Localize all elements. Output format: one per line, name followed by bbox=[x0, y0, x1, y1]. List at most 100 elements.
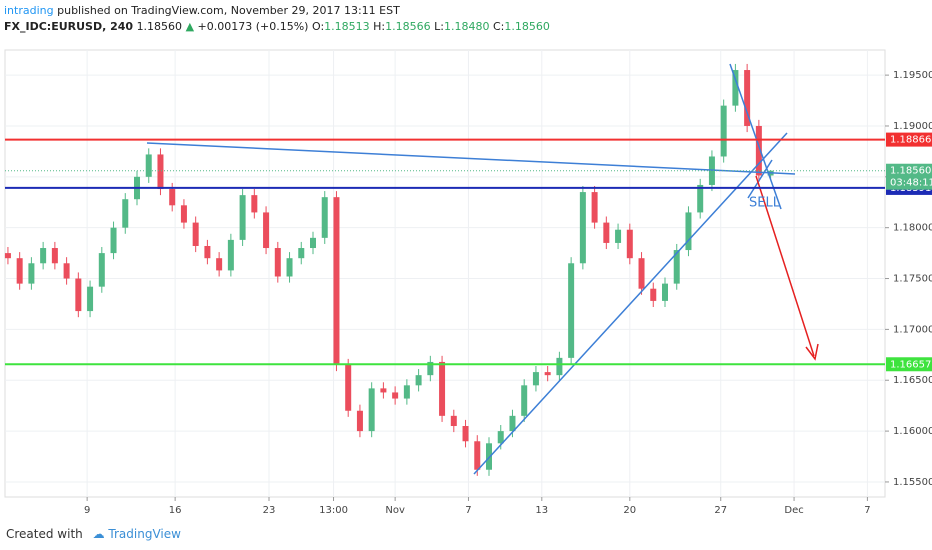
y-tick-label: 1.19500 bbox=[893, 70, 932, 81]
candle-body bbox=[321, 197, 328, 238]
footer: Created with ☁ TradingView bbox=[6, 527, 181, 541]
candle-body bbox=[180, 205, 187, 223]
ohlc-label: O: bbox=[311, 20, 325, 33]
x-tick-label: 27 bbox=[714, 505, 727, 516]
candle-body bbox=[615, 229, 622, 243]
chart: SELL 1.15500 1.16000 1.16500 1.17000 1.17500… bbox=[4, 49, 932, 516]
candle-body bbox=[427, 361, 434, 376]
candle-body bbox=[603, 222, 610, 243]
price-label-bg bbox=[886, 163, 932, 190]
candle-body bbox=[51, 248, 58, 264]
candle-body bbox=[204, 245, 211, 259]
price-label: 1.16657 bbox=[890, 359, 931, 370]
candle-body bbox=[345, 364, 352, 411]
candle-body bbox=[333, 197, 340, 365]
candle-body bbox=[380, 388, 387, 393]
candle-body bbox=[122, 199, 129, 228]
candle-body bbox=[286, 258, 293, 277]
candle-body bbox=[28, 263, 35, 284]
arrow-head bbox=[805, 343, 819, 361]
published: published on TradingView.com, November 2… bbox=[57, 4, 400, 17]
candle-body bbox=[87, 286, 94, 312]
x-tick-label: Dec bbox=[784, 505, 803, 516]
candle-body bbox=[638, 258, 645, 289]
candle-body bbox=[755, 125, 762, 176]
candle-body bbox=[497, 431, 504, 444]
candle-body bbox=[263, 212, 270, 249]
y-tick-label: 1.16000 bbox=[893, 426, 932, 437]
candle-body bbox=[251, 195, 258, 213]
candle-body bbox=[192, 222, 199, 246]
ohlc: 1.18560 bbox=[504, 20, 550, 33]
candle-body bbox=[415, 375, 422, 386]
candle-body bbox=[16, 258, 23, 284]
candle-body bbox=[532, 372, 539, 386]
candle-body bbox=[579, 192, 586, 264]
symbol: FX_IDC:EURUSD, 240 bbox=[4, 20, 134, 33]
axes: 1.15500 1.16000 1.16500 1.17000 1.17500 1.180… bbox=[5, 70, 932, 516]
candle-body bbox=[744, 70, 751, 126]
candle-body bbox=[157, 154, 164, 190]
candle-body bbox=[298, 248, 305, 259]
x-tick-label: 13:00 bbox=[319, 505, 348, 516]
y-tick-label: 1.15500 bbox=[893, 477, 932, 488]
price-label-bg bbox=[886, 357, 932, 372]
candle-body bbox=[685, 212, 692, 251]
candle-body bbox=[98, 253, 105, 287]
header: intrading published on TradingView.com, … bbox=[4, 3, 550, 35]
candle-body bbox=[650, 288, 657, 301]
candle-body bbox=[462, 426, 469, 442]
candle-body bbox=[63, 263, 70, 279]
x-tick-label: 23 bbox=[263, 505, 276, 516]
x-tick-label: 7 bbox=[465, 505, 471, 516]
ohlc: 1.18566 bbox=[385, 20, 431, 33]
candle-body bbox=[732, 70, 739, 106]
candle-body bbox=[626, 229, 633, 259]
candle-body bbox=[450, 415, 457, 427]
candle-body bbox=[568, 263, 575, 358]
countdown: 03:48:11 bbox=[890, 178, 932, 189]
ohlc: 1.18513 bbox=[324, 20, 370, 33]
candle-body bbox=[4, 253, 11, 259]
candle-body bbox=[392, 392, 399, 399]
x-tick-label: 9 bbox=[84, 505, 90, 516]
candle-body bbox=[720, 105, 727, 157]
candle-body bbox=[368, 388, 375, 432]
brand[interactable]: ☁ TradingView bbox=[92, 527, 181, 541]
trend-line bbox=[747, 159, 773, 199]
candle-body bbox=[227, 239, 234, 271]
y-tick-label: 1.16500 bbox=[893, 375, 932, 386]
y-tick-label: 1.19000 bbox=[893, 121, 932, 132]
candle-body bbox=[239, 195, 246, 240]
candle-body bbox=[310, 237, 316, 249]
candle-body bbox=[274, 248, 281, 277]
ohlc-label: L: bbox=[434, 20, 444, 33]
author: intrading bbox=[4, 4, 54, 17]
x-tick-label: 16 bbox=[169, 505, 182, 516]
candle-body bbox=[474, 441, 481, 470]
x-tick-label: 20 bbox=[623, 505, 636, 516]
candle-body bbox=[556, 357, 563, 376]
candle-body bbox=[662, 283, 668, 301]
y-tick-label: 1.18000 bbox=[893, 223, 932, 234]
y-tick-label: 1.17500 bbox=[893, 274, 932, 285]
candle-body bbox=[521, 385, 528, 416]
brand-name[interactable]: TradingView bbox=[108, 527, 181, 541]
candle-body bbox=[439, 361, 446, 416]
candle-body bbox=[509, 415, 516, 432]
candle-body bbox=[673, 250, 680, 284]
candle-body bbox=[145, 154, 152, 177]
trend-line bbox=[473, 132, 788, 475]
drawings bbox=[146, 63, 819, 475]
last-price: 1.18560 bbox=[136, 20, 183, 33]
annotation: SELL bbox=[749, 196, 781, 211]
arrow bbox=[755, 175, 815, 357]
candle-body bbox=[544, 372, 551, 376]
candle-body bbox=[591, 192, 598, 223]
grid bbox=[5, 50, 885, 497]
change: +0.00173 (+0.15%) bbox=[197, 20, 309, 33]
candle-body bbox=[486, 443, 492, 470]
created-with: Created with bbox=[6, 527, 83, 541]
price-label: 1.18560 bbox=[890, 166, 931, 177]
